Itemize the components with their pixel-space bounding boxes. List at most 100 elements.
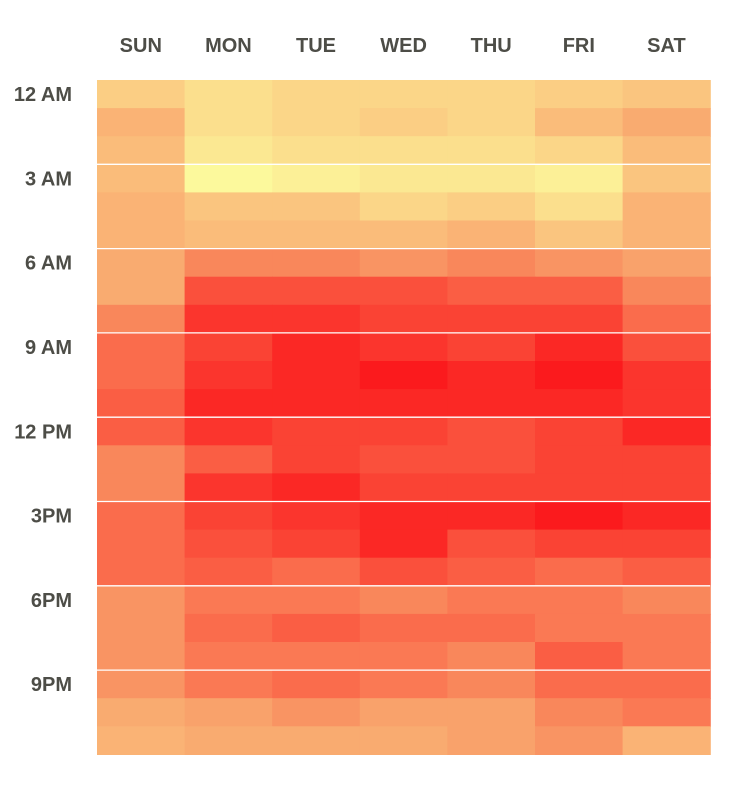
heatmap-cell xyxy=(535,642,624,671)
heatmap-cell xyxy=(447,220,536,250)
heatmap-cell xyxy=(184,642,273,671)
heatmap-cell xyxy=(622,417,711,446)
heatmap-cell xyxy=(535,389,624,418)
heatmap-cell xyxy=(622,445,711,474)
heatmap-cell xyxy=(272,361,361,390)
heatmap-cell xyxy=(447,304,536,334)
heatmap-cell xyxy=(622,108,711,137)
heatmap-cell xyxy=(447,136,536,165)
heatmap-cell xyxy=(622,613,711,643)
heatmap-cell xyxy=(622,529,711,559)
heatmap-cell xyxy=(447,642,536,671)
heatmap-cells xyxy=(97,80,711,755)
heatmap-cell xyxy=(272,557,361,587)
heatmap-cell xyxy=(272,248,361,278)
heatmap-cell xyxy=(535,557,624,587)
hour-label: 6PM xyxy=(31,590,72,612)
heatmap-cell xyxy=(184,164,273,193)
heatmap-cell xyxy=(272,108,361,137)
hour-label: 6 AM xyxy=(25,253,72,275)
heatmap-cell xyxy=(184,726,273,755)
heatmap-cell xyxy=(359,557,448,587)
heatmap-cell xyxy=(184,136,273,165)
heatmap-cell xyxy=(535,108,624,137)
heatmap-cell xyxy=(272,501,361,531)
heatmap-cell xyxy=(447,192,536,222)
heatmap-cell xyxy=(535,220,624,250)
heatmap-cell xyxy=(272,585,361,615)
heatmap-cell xyxy=(622,585,711,615)
heatmap-cell xyxy=(447,501,536,531)
heatmap-cell xyxy=(97,585,186,615)
day-label: FRI xyxy=(563,35,595,57)
heatmap-cell xyxy=(97,698,186,727)
hour-label: 3 AM xyxy=(25,168,72,190)
heatmap-cell xyxy=(359,248,448,278)
heatmap-cell xyxy=(622,361,711,390)
heatmap-cell xyxy=(359,361,448,390)
heatmap-cell xyxy=(97,276,186,306)
heatmap-cell xyxy=(97,332,186,362)
heatmap-cell xyxy=(622,164,711,193)
heatmap-cell xyxy=(535,361,624,390)
heatmap-cell xyxy=(622,670,711,699)
heatmap-cell xyxy=(272,445,361,474)
heatmap-cell xyxy=(535,248,624,278)
heatmap-cell xyxy=(184,276,273,306)
heatmap-cell xyxy=(622,248,711,278)
heatmap-cell xyxy=(184,332,273,362)
heatmap-cell xyxy=(447,108,536,137)
heatmap-cell xyxy=(97,136,186,165)
heatmap-cell xyxy=(447,80,536,109)
heatmap-cell xyxy=(535,417,624,446)
hour-label: 12 PM xyxy=(14,421,72,443)
heatmap-cell xyxy=(359,726,448,755)
heatmap-cell xyxy=(184,670,273,699)
hour-label: 3PM xyxy=(31,506,72,528)
heatmap-cell xyxy=(359,192,448,222)
heatmap-cell xyxy=(359,80,448,109)
heatmap-cell xyxy=(184,80,273,109)
day-label: SUN xyxy=(120,35,162,57)
day-label: TUE xyxy=(296,35,336,57)
heatmap-cell xyxy=(359,108,448,137)
heatmap-cell xyxy=(622,557,711,587)
heatmap-cell xyxy=(272,164,361,193)
heatmap-cell xyxy=(272,670,361,699)
heatmap-cell xyxy=(622,726,711,755)
heatmap-cell xyxy=(184,613,273,643)
heatmap-cell xyxy=(184,557,273,587)
heatmap-cell xyxy=(184,698,273,727)
heatmap-cell xyxy=(359,529,448,559)
heatmap-cell xyxy=(535,473,624,503)
heatmap-cell xyxy=(622,80,711,109)
heatmap-cell xyxy=(184,473,273,503)
heatmap-cell xyxy=(97,417,186,446)
heatmap-cell xyxy=(272,417,361,446)
heatmap-cell xyxy=(272,389,361,418)
heatmap-cell xyxy=(535,332,624,362)
heatmap-cell xyxy=(622,389,711,418)
heatmap-cell xyxy=(272,80,361,109)
heatmap-cell xyxy=(97,529,186,559)
heatmap-cell xyxy=(97,726,186,755)
heatmap-cell xyxy=(447,276,536,306)
heatmap-cell xyxy=(359,417,448,446)
hour-label: 12 AM xyxy=(14,84,72,106)
heatmap-cell xyxy=(97,248,186,278)
heatmap-cell xyxy=(622,192,711,222)
heatmap-cell xyxy=(535,445,624,474)
heatmap-cell xyxy=(622,220,711,250)
heatmap-cell xyxy=(272,726,361,755)
heatmap-cell xyxy=(97,304,186,334)
heatmap-cell xyxy=(622,473,711,503)
heatmap-cell xyxy=(97,108,186,137)
heatmap-cell xyxy=(272,613,361,643)
heatmap-cell xyxy=(535,529,624,559)
heatmap-cell xyxy=(447,670,536,699)
heatmap-cell xyxy=(535,613,624,643)
heatmap-cell xyxy=(535,192,624,222)
heatmap-cell xyxy=(359,501,448,531)
heatmap-cell xyxy=(535,726,624,755)
